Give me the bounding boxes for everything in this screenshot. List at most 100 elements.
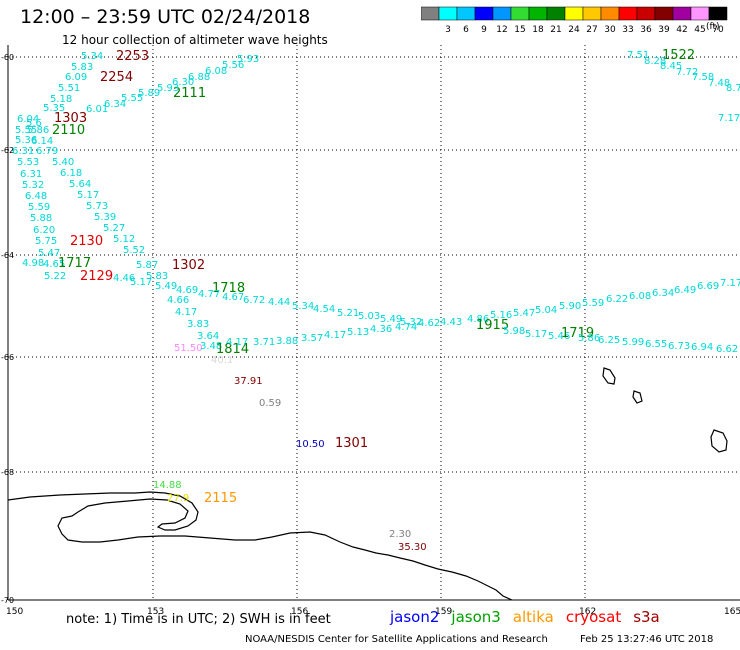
lat-tick-label: -66	[1, 353, 14, 362]
wave-height-value: 6.25	[598, 335, 620, 346]
wave-height-value: 5.59	[28, 202, 50, 213]
wave-height-value: 5.89	[138, 88, 160, 99]
wave-height-value: 7.17	[720, 278, 740, 289]
wave-height-value: 5.16	[490, 310, 512, 321]
wave-height-value: 5.22	[44, 271, 66, 282]
wave-height-value: 6.08	[629, 291, 651, 302]
wave-height-value: 4.44	[268, 297, 290, 308]
satellite-legend: jason2 jason3 altika cryosat s3a	[390, 608, 672, 626]
wave-height-value: 5.04	[535, 305, 557, 316]
wave-height-value: 4.46	[113, 273, 135, 284]
wave-height-value: 3.83	[187, 319, 209, 330]
wave-height-value: 5.93	[157, 83, 179, 94]
wave-height-value: 5.17	[525, 329, 547, 340]
pass-time-label: 2254	[100, 70, 133, 85]
legend-item-s3a: s3a	[633, 608, 660, 626]
wave-height-value: 4.62	[418, 318, 440, 329]
wave-height-value: 4.17	[175, 307, 197, 318]
wave-height-value: 6.31	[12, 146, 34, 157]
wave-height-value: 6.20	[33, 225, 55, 236]
wave-height-value: 51.50	[174, 343, 203, 354]
wave-height-value: 5.88	[30, 213, 52, 224]
wave-height-value: 5.18	[50, 94, 72, 105]
wave-height-value: 7.58	[692, 72, 714, 83]
wave-height-value: 5.49	[380, 314, 402, 325]
wave-height-value: 5.17	[77, 190, 99, 201]
wave-height-value: 5.27	[103, 223, 125, 234]
wave-height-value: 5.83	[146, 271, 168, 282]
wave-height-value: 6.31	[20, 169, 42, 180]
wave-height-value: 5.03	[358, 311, 380, 322]
wave-height-value: 4.77	[198, 289, 220, 300]
wave-height-value: 5.93	[237, 54, 259, 65]
wave-height-value: 6.08	[205, 66, 227, 77]
color-bin-label: 18	[532, 25, 544, 35]
wave-height-value: 6.22	[606, 294, 628, 305]
wave-height-value: 40.1	[211, 355, 233, 366]
color-bin-label: 42	[676, 25, 687, 35]
pass-time-label: 1915	[476, 318, 509, 333]
wave-height-value: 5.34	[81, 51, 103, 62]
wave-height-value: 5.55	[15, 125, 37, 136]
legend-item-jason2: jason2	[390, 608, 440, 626]
wave-height-value: 6.18	[60, 168, 82, 179]
legend-item-altika: altika	[512, 608, 554, 626]
wave-height-value: 4.43	[440, 317, 462, 328]
wave-height-value: 5.47	[513, 308, 535, 319]
pass-time-label: 1301	[335, 436, 368, 451]
wave-height-value: 5.52	[123, 245, 145, 256]
pass-time-label: 1522	[662, 48, 695, 63]
lat-tick-label: -60	[1, 53, 14, 62]
footer-timestamp: Feb 25 13:27:46 UTC 2018	[580, 634, 714, 645]
wave-height-value: 6.62	[716, 344, 738, 355]
footer-note: note: 1) Time is in UTC; 2) SWH is in fe…	[66, 612, 331, 627]
antarctic-coastline	[7, 491, 513, 601]
wave-height-value: 4.98	[22, 258, 44, 269]
pass-time-label: 1717	[58, 256, 91, 271]
pass-time-label: 2130	[70, 234, 103, 249]
wave-height-value: 5.90	[559, 301, 581, 312]
wave-height-value: 7.48	[708, 78, 730, 89]
color-bin-label: 30	[604, 25, 616, 35]
wave-height-value: 5.6	[26, 118, 42, 129]
wave-height-value: 6.34	[104, 99, 126, 110]
wave-height-value: 3.48	[200, 341, 222, 352]
wave-height-value: 7.17	[718, 113, 740, 124]
wave-height-value: 6.72	[243, 295, 265, 306]
wave-height-value: 5.47	[38, 248, 60, 259]
footer-credit: NOAA/NESDIS Center for Satellite Applica…	[245, 634, 548, 645]
wave-height-value: 2.30	[389, 529, 411, 540]
wave-height-value: 14.88	[153, 480, 182, 491]
color-bin-label: 15	[514, 25, 525, 35]
lat-tick-label: -68	[1, 468, 14, 477]
wave-height-value: 4.17	[324, 330, 346, 341]
color-bin-label: 27	[586, 25, 597, 35]
color-bin-label: 36	[640, 25, 652, 35]
wave-height-value: 4.54	[313, 304, 335, 315]
wave-height-value: 35.30	[398, 542, 427, 553]
wave-height-value: 6.01	[86, 104, 108, 115]
pass-time-label: 1302	[172, 258, 205, 273]
wave-height-value: 5.98	[503, 326, 525, 337]
pass-time-label: 2129	[80, 269, 113, 284]
wave-height-value: 5.36	[15, 135, 37, 146]
wave-height-value: 5.86	[578, 333, 600, 344]
wave-height-value: 37.91	[234, 376, 263, 387]
wave-height-value: 5.40	[52, 157, 74, 168]
wave-height-value: 4.86	[467, 314, 489, 325]
wave-height-value: 3.64	[197, 331, 219, 342]
legend-item-jason3: jason3	[451, 608, 501, 626]
pass-time-label: 1303	[54, 111, 87, 126]
color-bin	[708, 6, 728, 21]
wave-height-value: 4.66	[167, 295, 189, 306]
wave-height-value: 3.88	[276, 336, 298, 347]
wave-height-value: 8.28	[644, 56, 666, 67]
wave-height-value: 5.87	[136, 260, 158, 271]
pass-time-label: 2110	[52, 123, 85, 138]
lat-lon-grid	[7, 45, 740, 601]
color-bin-label: 45	[694, 25, 705, 35]
lon-tick-label: 165	[724, 607, 740, 617]
wave-height-value: 4.17	[226, 337, 248, 348]
wave-height-value: 6.34	[652, 288, 674, 299]
